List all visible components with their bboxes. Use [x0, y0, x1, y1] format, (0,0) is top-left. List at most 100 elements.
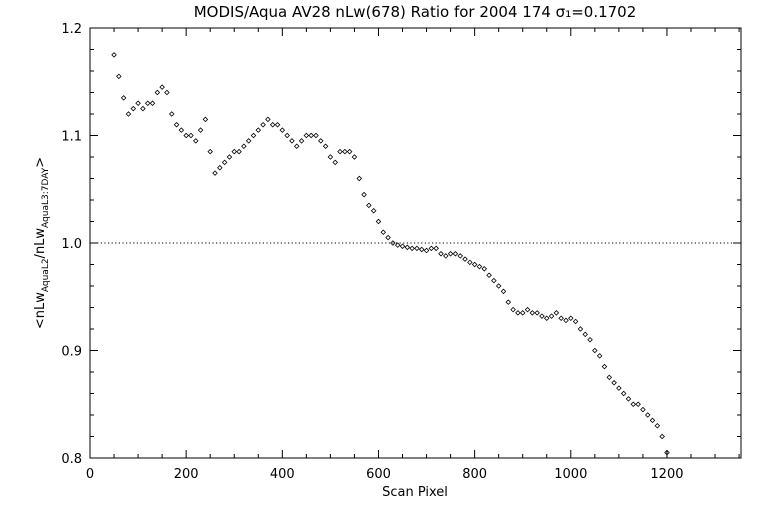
- data-point: [226, 154, 233, 160]
- data-point: [654, 422, 661, 429]
- y-tick-label: 1.1: [61, 130, 82, 145]
- data-point: [467, 259, 473, 266]
- y-tick-label: 1.2: [61, 22, 82, 37]
- data-point: [255, 127, 262, 133]
- data-point: [471, 261, 478, 268]
- data-point: [154, 89, 161, 96]
- data-point: [443, 253, 449, 259]
- data-point: [495, 283, 502, 289]
- data-point: [188, 132, 194, 139]
- data-point: [284, 132, 290, 139]
- data-point: [543, 315, 550, 322]
- data-point: [630, 401, 637, 408]
- data-point: [582, 331, 588, 338]
- data-point: [250, 132, 257, 139]
- data-point: [611, 379, 617, 386]
- data-point: [409, 245, 415, 252]
- data-point: [438, 250, 444, 257]
- data-point: [587, 336, 593, 343]
- data-point: [414, 245, 420, 252]
- data-points: [111, 52, 670, 456]
- data-point: [351, 154, 358, 160]
- data-point: [289, 138, 295, 144]
- data-point: [236, 148, 242, 155]
- data-point: [519, 310, 526, 316]
- data-point: [168, 111, 175, 117]
- x-tick-label: 1200: [650, 467, 683, 482]
- data-point: [361, 191, 367, 198]
- axis-ticks: 0 200 400 600 800 1000 1200 0.8 0.9 1.0 1.1 1.2: [61, 22, 741, 482]
- data-point: [659, 433, 665, 440]
- data-point: [202, 116, 209, 123]
- x-tick-label: 0: [86, 467, 94, 482]
- data-point: [539, 313, 545, 319]
- data-point: [457, 253, 463, 259]
- data-point: [298, 138, 305, 144]
- data-point: [394, 242, 401, 248]
- data-point: [130, 105, 137, 112]
- y-tick-label: 1.0: [61, 237, 82, 252]
- data-point: [144, 100, 151, 107]
- data-point: [399, 243, 406, 249]
- data-point: [140, 105, 146, 112]
- data-point: [149, 100, 156, 107]
- y-tick-label: 0.8: [61, 452, 82, 467]
- data-point: [423, 247, 430, 254]
- data-point: [159, 84, 165, 90]
- data-point: [120, 95, 127, 101]
- data-point: [616, 385, 622, 391]
- data-point: [125, 111, 132, 117]
- data-point: [164, 89, 170, 96]
- data-point: [221, 159, 228, 166]
- x-axis-title: Scan Pixel: [382, 485, 448, 500]
- data-point: [318, 138, 324, 144]
- y-axis-title: <nLwAquaL2/nLwAquaL3:7DAY>: [33, 157, 51, 329]
- data-point: [447, 250, 454, 257]
- data-point: [491, 277, 497, 284]
- data-point: [515, 310, 521, 316]
- data-point: [322, 143, 329, 150]
- data-point: [293, 143, 300, 150]
- data-point: [548, 313, 555, 319]
- data-point: [327, 154, 334, 160]
- data-point: [212, 170, 218, 176]
- data-point: [404, 244, 411, 251]
- data-point: [635, 401, 641, 408]
- data-point: [260, 121, 266, 128]
- data-point: [231, 148, 238, 155]
- data-point: [433, 245, 439, 252]
- data-point: [207, 148, 213, 155]
- data-point: [193, 138, 199, 144]
- data-point: [197, 127, 204, 133]
- data-point: [601, 363, 608, 370]
- x-tick-label: 200: [174, 467, 199, 482]
- data-point: [596, 353, 603, 359]
- data-point: [375, 218, 382, 225]
- data-point: [625, 396, 632, 402]
- data-point: [308, 132, 314, 139]
- data-point: [572, 318, 579, 325]
- x-tick-label: 800: [462, 467, 487, 482]
- data-point: [265, 116, 271, 123]
- data-point: [510, 306, 516, 313]
- data-point: [428, 245, 435, 252]
- data-point: [568, 315, 574, 322]
- data-point: [269, 121, 276, 128]
- data-point: [217, 164, 223, 171]
- data-point: [592, 347, 598, 354]
- data-point: [332, 159, 338, 166]
- data-point: [534, 310, 540, 316]
- data-point: [606, 374, 613, 381]
- data-point: [529, 310, 536, 316]
- x-tick-label: 400: [270, 467, 295, 482]
- data-point: [342, 148, 348, 155]
- data-point: [664, 449, 670, 456]
- data-point: [303, 132, 310, 139]
- y-tick-label: 0.9: [61, 345, 82, 360]
- data-point: [370, 207, 377, 214]
- data-point: [553, 310, 560, 316]
- data-point: [313, 132, 319, 139]
- data-point: [640, 406, 646, 413]
- x-tick-label: 600: [366, 467, 391, 482]
- data-point: [644, 412, 651, 418]
